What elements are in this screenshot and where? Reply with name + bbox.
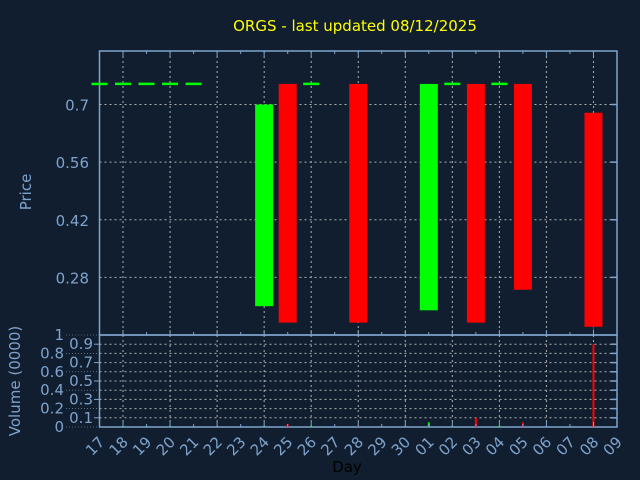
candle-28 (349, 83, 368, 323)
volume-tick-label: 1 (54, 326, 64, 344)
volume-tick-label: 0.6 (40, 363, 64, 381)
x-tick-label: 01 (411, 433, 437, 459)
x-tick-label: 07 (553, 433, 579, 459)
x-tick-label: 24 (247, 433, 273, 459)
x-tick-label: 06 (529, 433, 555, 459)
x-tick-label: 20 (153, 433, 179, 459)
x-tick-label: 19 (129, 433, 155, 459)
price-tick-label: 0.42 (56, 212, 89, 230)
volume-tick-label: 0.9 (69, 335, 93, 353)
volume-tick-label: 0.5 (69, 372, 93, 390)
price-tick-label: 0.56 (56, 154, 89, 172)
chart-title: ORGS - last updated 08/12/2025 (233, 17, 477, 35)
volume-tick-label: 0.8 (40, 344, 64, 362)
x-axis-label: Day (332, 458, 362, 476)
x-tick-label: 18 (106, 433, 132, 459)
volume-tick-label: 0.2 (40, 400, 64, 418)
x-tick-label: 30 (388, 433, 414, 459)
x-tick-label: 05 (506, 433, 532, 459)
x-tick-label: 17 (82, 433, 108, 459)
x-tick-label: 27 (317, 433, 343, 459)
candle-05 (513, 83, 532, 290)
x-tick-label: 22 (200, 433, 226, 459)
price-tick-label: 0.7 (65, 97, 89, 115)
x-tick-label: 23 (223, 433, 249, 459)
candle-25 (278, 83, 297, 323)
volume-tick-label: 0.4 (40, 381, 64, 399)
candle-01 (419, 83, 438, 311)
x-tick-label: 08 (576, 433, 602, 459)
price-tick-label: 0.28 (56, 269, 89, 287)
x-tick-label: 09 (600, 433, 626, 459)
volume-bar-08 (592, 344, 595, 427)
x-tick-label: 02 (435, 433, 461, 459)
volume-axis-label: Volume (0000) (6, 326, 24, 436)
x-tick-label: 04 (482, 433, 508, 459)
volume-tick-label: 0 (54, 418, 64, 436)
x-tick-label: 25 (270, 433, 296, 459)
candle-08 (584, 112, 603, 327)
volume-tick-label: 0.3 (69, 390, 93, 408)
x-tick-label: 21 (176, 433, 202, 459)
volume-bar-03 (474, 417, 477, 427)
x-tick-label: 29 (364, 433, 390, 459)
price-axis-label: Price (17, 174, 35, 211)
x-tick-label: 03 (458, 433, 484, 459)
x-tick-label: 28 (341, 433, 367, 459)
candle-24 (255, 104, 274, 307)
x-tick-label: 26 (294, 433, 320, 459)
volume-tick-label: 0.1 (69, 409, 93, 427)
candle-03 (466, 83, 485, 323)
volume-tick-label: 0.7 (69, 354, 93, 372)
